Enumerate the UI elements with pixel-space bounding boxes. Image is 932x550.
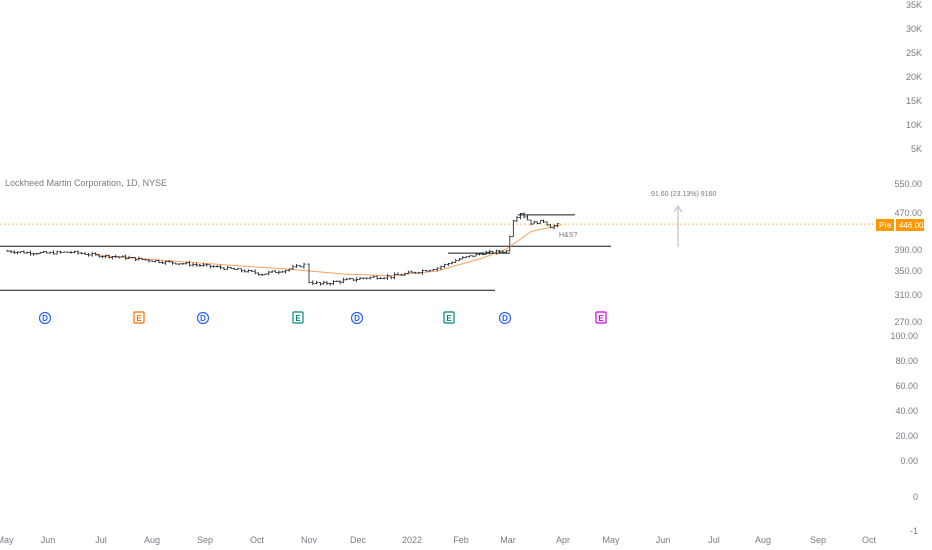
time-tick-label: Mar bbox=[500, 535, 516, 545]
event-marker-e[interactable]: E bbox=[443, 311, 455, 324]
event-marker-e[interactable]: E bbox=[133, 311, 145, 324]
price-axis[interactable]: 35K 30K 25K 20K 15K 10K 5K 550.00 470.00 390.00 35… bbox=[890, 0, 922, 536]
event-marker-letter: E bbox=[295, 314, 301, 323]
price-badge-label: Pre bbox=[879, 221, 892, 230]
price-tick-label: 30K bbox=[906, 24, 922, 34]
price-tick-label: 0 bbox=[913, 492, 918, 502]
price-tick-label: 15K bbox=[906, 96, 922, 106]
price-tick-label: 390.00 bbox=[894, 245, 922, 255]
price-tick-label: 470.00 bbox=[894, 208, 922, 218]
event-marker-d[interactable]: D bbox=[196, 311, 210, 325]
event-marker-letter: D bbox=[200, 314, 206, 323]
event-marker-letter: E bbox=[446, 314, 452, 323]
price-series[interactable] bbox=[6, 212, 560, 286]
event-marker-d[interactable]: D bbox=[350, 311, 364, 325]
chart-title: Lockheed Martin Corporation, 1D, NYSE bbox=[5, 178, 167, 188]
moving-average-series bbox=[95, 224, 562, 277]
time-tick-label: May bbox=[0, 535, 14, 545]
time-tick-label: Aug bbox=[144, 535, 160, 545]
time-tick-label: Oct bbox=[250, 535, 265, 545]
dividend-badge bbox=[38, 311, 52, 325]
time-tick-label: Nov bbox=[301, 535, 318, 545]
horizontal-levels[interactable] bbox=[0, 214, 611, 291]
price-tick-label: 350.00 bbox=[894, 266, 922, 276]
price-tick-label: 25K bbox=[906, 48, 922, 58]
earnings-badge bbox=[133, 311, 145, 324]
measure-arrow-head bbox=[673, 205, 683, 213]
price-tick-label: 270.00 bbox=[894, 317, 922, 327]
time-tick-label: 2022 bbox=[402, 535, 422, 545]
event-marker-letter: D bbox=[42, 314, 48, 323]
dividend-badge bbox=[498, 311, 512, 325]
time-tick-label: Apr bbox=[556, 535, 570, 545]
earnings-badge bbox=[443, 311, 455, 324]
price-tick-label: 60.00 bbox=[895, 381, 918, 391]
price-tick-label: 5K bbox=[911, 144, 922, 154]
event-marker-e[interactable]: E bbox=[292, 311, 304, 324]
time-tick-label: Jun bbox=[656, 535, 671, 545]
price-tick-label: 80.00 bbox=[895, 356, 918, 366]
measure-label: 91.60 (23.13%) 9160 bbox=[651, 191, 716, 198]
time-tick-label: May bbox=[602, 535, 620, 545]
event-marker-d[interactable]: D bbox=[498, 311, 512, 325]
price-tick-label: 550.00 bbox=[894, 179, 922, 189]
drawing-annotations[interactable]: 91.60 (23.13%) 9160 H&S? bbox=[559, 191, 716, 247]
price-tick-label: 20.00 bbox=[895, 431, 918, 441]
time-tick-label: Oct bbox=[862, 535, 877, 545]
time-axis[interactable]: May Jun Jul Aug Sep Oct Nov Dec 2022 Feb Mar Apr May… bbox=[0, 535, 876, 545]
moving-average-line bbox=[95, 224, 562, 277]
price-tick-label: 20K bbox=[906, 72, 922, 82]
time-tick-label: Dec bbox=[350, 535, 367, 545]
earnings-badge bbox=[595, 311, 607, 324]
event-marker-e[interactable]: E bbox=[595, 311, 607, 324]
price-badge-value: 446.00 bbox=[899, 221, 924, 230]
price-badge-value-bg bbox=[896, 219, 924, 231]
earnings-badge bbox=[292, 311, 304, 324]
price-badge: Pre 446.00 bbox=[876, 219, 924, 231]
event-marker-letter: D bbox=[354, 314, 360, 323]
event-marker-d[interactable]: D bbox=[38, 311, 52, 325]
time-tick-label: Jun bbox=[41, 535, 56, 545]
price-tick-label: 310.00 bbox=[894, 290, 922, 300]
event-marker-letter: E bbox=[598, 314, 604, 323]
price-tick-label: 40.00 bbox=[895, 406, 918, 416]
price-tick-label: 35K bbox=[906, 0, 922, 10]
price-badge-label-bg bbox=[876, 219, 894, 231]
price-tick-label: 10K bbox=[906, 120, 922, 130]
pattern-label: H&S? bbox=[559, 232, 577, 239]
time-tick-label: Feb bbox=[453, 535, 469, 545]
dividend-badge bbox=[196, 311, 210, 325]
time-tick-label: Jul bbox=[708, 535, 720, 545]
time-tick-label: Sep bbox=[197, 535, 213, 545]
event-marker-letter: E bbox=[136, 314, 142, 323]
price-tick-label: 100.00 bbox=[890, 331, 918, 341]
time-tick-label: Aug bbox=[755, 535, 771, 545]
event-marker-letter: D bbox=[502, 314, 508, 323]
dividend-badge bbox=[350, 311, 364, 325]
time-tick-label: Sep bbox=[810, 535, 826, 545]
price-tick-label: -1 bbox=[910, 526, 918, 536]
price-tick-label: 0.00 bbox=[900, 456, 918, 466]
time-tick-label: Jul bbox=[95, 535, 107, 545]
